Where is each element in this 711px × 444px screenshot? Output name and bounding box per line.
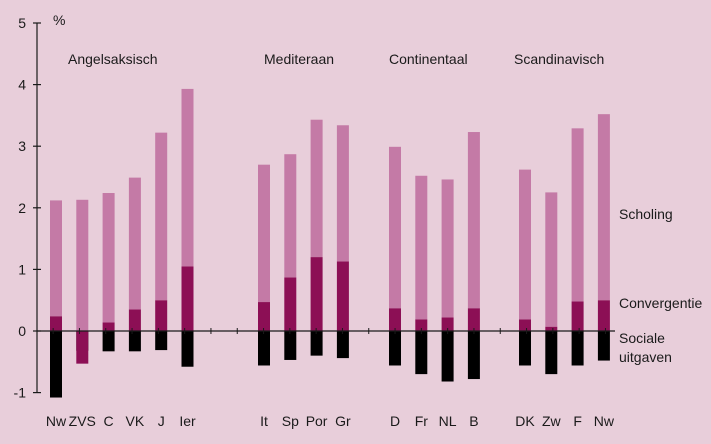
bar-sociale-uitgaven bbox=[597, 331, 610, 361]
bar-sociale-uitgaven bbox=[389, 331, 401, 366]
group-label: Angelsaksisch bbox=[68, 51, 158, 67]
category-label: J bbox=[158, 413, 165, 429]
category-label: B bbox=[469, 413, 478, 429]
bar-sociale-uitgaven bbox=[441, 331, 454, 382]
bar-convergentie bbox=[336, 261, 349, 331]
bar-convergentie bbox=[415, 319, 428, 331]
series-label-scholing: Scholing bbox=[619, 206, 673, 222]
category-label: Por bbox=[306, 413, 328, 429]
bar-sociale-uitgaven bbox=[181, 331, 194, 367]
bar-convergentie bbox=[284, 277, 297, 331]
bar-scholing bbox=[336, 125, 349, 262]
labels-layer: -1 0 1 2 3 4 5 % Angelsaksisch Mediteraan Continen… bbox=[14, 12, 703, 429]
bar-convergentie bbox=[50, 316, 62, 331]
bar-convergentie bbox=[519, 319, 531, 331]
y-tick-label: 3 bbox=[18, 138, 26, 154]
category-label: VK bbox=[126, 413, 145, 429]
bar-sociale-uitgaven bbox=[415, 331, 428, 375]
bar-sociale-uitgaven bbox=[571, 331, 584, 366]
category-label: It bbox=[260, 413, 268, 429]
bar-scholing bbox=[258, 164, 270, 303]
bar-convergentie bbox=[102, 322, 115, 331]
bar-sociale-uitgaven bbox=[155, 331, 168, 351]
bar-sociale-uitgaven bbox=[519, 331, 531, 366]
group-label: Mediteraan bbox=[264, 51, 334, 67]
bar-convergentie bbox=[310, 257, 323, 331]
bar-sociale-uitgaven bbox=[258, 331, 270, 366]
category-label: Sp bbox=[282, 413, 299, 429]
bar-scholing bbox=[571, 128, 584, 302]
bar-convergentie bbox=[76, 331, 89, 364]
group-label: Scandinavisch bbox=[514, 51, 604, 67]
y-tick-label: -1 bbox=[14, 385, 27, 401]
category-label: NL bbox=[439, 413, 457, 429]
y-unit-label: % bbox=[53, 12, 65, 28]
bar-scholing bbox=[467, 132, 480, 309]
bar-convergentie bbox=[258, 302, 270, 331]
category-label: Ier bbox=[179, 413, 196, 429]
bar-convergentie bbox=[441, 317, 454, 331]
category-label: Nw bbox=[594, 413, 615, 429]
bar-scholing bbox=[181, 88, 194, 267]
bar-scholing bbox=[441, 179, 454, 318]
category-label: Zw bbox=[542, 413, 562, 429]
bar-scholing bbox=[415, 175, 428, 320]
bar-sociale-uitgaven bbox=[128, 331, 141, 352]
bar-convergentie bbox=[181, 266, 194, 331]
category-label: Gr bbox=[335, 413, 351, 429]
bar-scholing bbox=[545, 192, 558, 327]
bar-scholing bbox=[128, 177, 141, 310]
category-label: ZVS bbox=[69, 413, 96, 429]
bar-scholing bbox=[310, 119, 323, 258]
y-tick-label: 4 bbox=[18, 77, 26, 93]
series-label-uitgaven: uitgaven bbox=[619, 349, 672, 365]
bar-convergentie bbox=[128, 309, 141, 331]
bar-scholing bbox=[597, 114, 610, 301]
y-tick-label: 5 bbox=[18, 15, 26, 31]
category-label: Nw bbox=[46, 413, 67, 429]
group-label: Continentaal bbox=[389, 51, 468, 67]
bar-scholing bbox=[389, 146, 401, 309]
bar-scholing bbox=[155, 132, 168, 301]
y-tick-label: 1 bbox=[18, 261, 26, 277]
category-label: D bbox=[390, 413, 400, 429]
bar-scholing bbox=[50, 200, 62, 317]
bar-sociale-uitgaven bbox=[50, 331, 62, 398]
bar-scholing bbox=[519, 169, 531, 320]
bar-sociale-uitgaven bbox=[102, 331, 115, 352]
series-label-sociale: Sociale bbox=[619, 330, 665, 346]
bars-layer bbox=[50, 88, 610, 398]
bar-scholing bbox=[102, 193, 115, 323]
bar-scholing bbox=[284, 154, 297, 278]
category-label: C bbox=[104, 413, 114, 429]
bar-convergentie bbox=[571, 301, 584, 331]
category-label: F bbox=[573, 413, 582, 429]
bar-convergentie bbox=[155, 300, 168, 331]
bar-scholing bbox=[76, 199, 89, 331]
bar-sociale-uitgaven bbox=[336, 331, 349, 359]
series-label-convergentie: Convergentie bbox=[619, 295, 702, 311]
bar-convergentie bbox=[389, 308, 401, 331]
category-label: DK bbox=[515, 413, 535, 429]
bar-sociale-uitgaven bbox=[467, 331, 480, 380]
bar-sociale-uitgaven bbox=[545, 331, 558, 375]
category-label: Fr bbox=[415, 413, 429, 429]
bar-convergentie bbox=[467, 308, 480, 331]
bar-sociale-uitgaven bbox=[284, 331, 297, 360]
y-tick-label: 0 bbox=[18, 323, 26, 339]
bar-convergentie bbox=[597, 300, 610, 331]
bar-sociale-uitgaven bbox=[310, 331, 323, 356]
axis-layer bbox=[33, 22, 615, 394]
bar-convergentie bbox=[545, 326, 558, 331]
y-tick-label: 2 bbox=[18, 200, 26, 216]
